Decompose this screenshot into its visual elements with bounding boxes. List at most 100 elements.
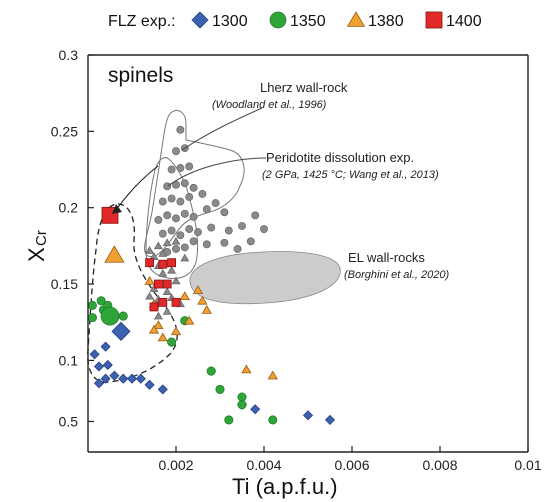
- data-point: [198, 189, 207, 198]
- data-point: [176, 125, 185, 134]
- y-tick-label: 0.2: [59, 200, 79, 216]
- data-point: [87, 300, 97, 310]
- flz-experiments-field: [87, 203, 178, 383]
- legend-item-1350: 1350: [269, 11, 326, 30]
- data-point: [184, 315, 195, 325]
- annotation-lherz-cite: (Woodland et al., 1996): [212, 99, 327, 111]
- series-1300: [89, 321, 336, 426]
- legend-item-1300: 1300: [191, 11, 248, 30]
- data-point: [144, 275, 155, 285]
- data-point: [201, 305, 212, 314]
- data-point: [185, 225, 194, 234]
- data-point: [89, 349, 100, 360]
- data-point: [148, 324, 160, 334]
- data-point: [153, 320, 164, 330]
- data-point: [118, 311, 128, 321]
- data-point: [180, 209, 189, 218]
- data-point: [189, 212, 198, 221]
- data-point: [224, 226, 233, 235]
- data-point: [158, 259, 168, 269]
- plot-frame: [87, 54, 529, 453]
- legend-label: 1300: [212, 13, 248, 30]
- legend-label: 1400: [446, 13, 482, 30]
- series-1350: [87, 296, 278, 425]
- data-point: [202, 240, 211, 249]
- legend-item-1400: 1400: [425, 11, 482, 30]
- y-tick-label: 0.15: [51, 276, 78, 292]
- data-points: [87, 125, 336, 426]
- y-axis-label-sub: Cr: [33, 230, 50, 246]
- flz-arrow: [115, 165, 159, 211]
- data-point: [172, 147, 180, 156]
- legend-label: 1380: [368, 13, 404, 30]
- data-point: [167, 194, 176, 203]
- data-point: [197, 295, 208, 305]
- x-tick-label: 0.006: [334, 457, 369, 473]
- data-point: [324, 414, 336, 426]
- data-point: [100, 373, 111, 384]
- data-point: [237, 392, 247, 402]
- data-point: [153, 311, 163, 320]
- data-point: [145, 258, 155, 268]
- data-point: [171, 297, 181, 307]
- data-point: [96, 296, 106, 306]
- data-point: [158, 197, 167, 206]
- data-point: [100, 341, 111, 352]
- el-wall-rocks-field: [189, 251, 341, 305]
- data-point: [170, 326, 182, 336]
- legend: FLZ exp.: 1300 1350 1380 1400: [108, 11, 482, 30]
- annotation-peridotite: Peridotite dissolution exp.: [266, 150, 414, 165]
- y-tick-label: 0.25: [51, 123, 78, 139]
- data-point: [145, 291, 155, 300]
- data-point: [126, 373, 138, 384]
- data-point: [185, 162, 194, 171]
- y-axis-label-main: X: [24, 247, 49, 262]
- data-point: [192, 285, 204, 294]
- data-point: [93, 361, 105, 372]
- series-lherz-wall-rock: [154, 125, 268, 256]
- data-point: [224, 415, 234, 425]
- axis-ticks: 0.002 0.004 0.006 0.008 0.01 0.5 0.1 0.15 0.2 0.2…: [51, 47, 542, 473]
- x-axis-title: Ti (a.p.f.u.): [232, 474, 338, 499]
- chart-title: spinels: [108, 64, 173, 87]
- data-point: [172, 244, 180, 253]
- data-point: [157, 332, 168, 342]
- data-point: [185, 193, 194, 201]
- data-point: [135, 373, 146, 384]
- y-tick-label: 0.5: [59, 413, 79, 429]
- data-point: [172, 214, 180, 223]
- data-point: [241, 364, 252, 374]
- data-point: [233, 244, 242, 253]
- data-point-large: [111, 321, 131, 341]
- data-point: [176, 197, 185, 206]
- data-point: [237, 400, 247, 410]
- data-point: [250, 404, 261, 415]
- data-point: [158, 268, 168, 277]
- y-tick-label: 0.3: [59, 47, 79, 63]
- data-point: [267, 370, 278, 380]
- data-point: [109, 370, 120, 381]
- data-point: [162, 279, 172, 289]
- data-point: [167, 258, 177, 268]
- data-point: [171, 236, 181, 245]
- data-point: [246, 237, 255, 246]
- legend-title: FLZ exp.:: [108, 13, 176, 30]
- x-tick-label: 0.002: [158, 457, 193, 473]
- data-point: [153, 241, 163, 250]
- data-point: [194, 228, 202, 237]
- legend-label: 1350: [290, 13, 326, 30]
- data-point: [202, 205, 211, 214]
- y-tick-label: 0.1: [59, 352, 79, 368]
- data-point: [176, 231, 185, 240]
- data-point: [153, 279, 163, 289]
- data-point: [162, 238, 172, 247]
- data-point: [157, 384, 168, 395]
- data-point: [102, 359, 113, 371]
- data-point: [167, 265, 177, 274]
- data-point: [251, 211, 260, 220]
- series-peridotite-dissolution-exp-: [145, 236, 190, 320]
- legend-marker-circle: [269, 11, 287, 29]
- legend-marker-square: [425, 11, 443, 29]
- data-point: [171, 276, 181, 285]
